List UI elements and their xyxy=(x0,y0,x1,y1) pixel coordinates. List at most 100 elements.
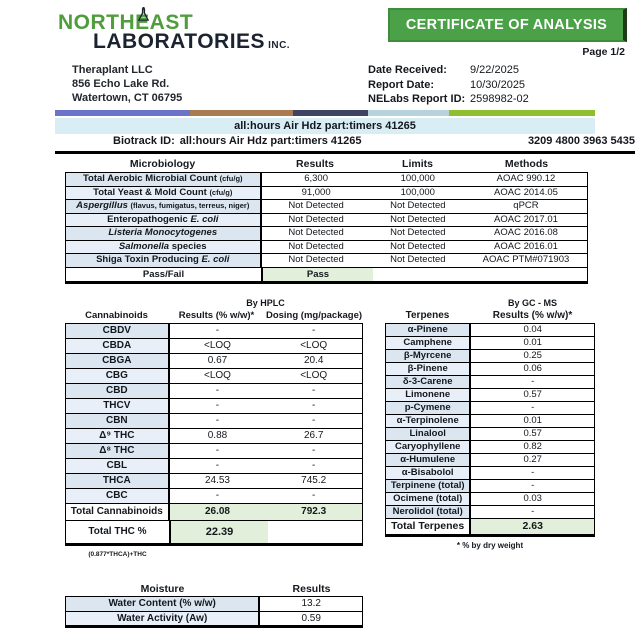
cannabinoid-result: - xyxy=(215,460,220,471)
cannabinoid-result: 0.88 xyxy=(207,430,228,441)
cannabinoid-dosing: <LOQ xyxy=(300,340,328,351)
certificate-of-analysis-banner: CERTIFICATE OF ANALYSIS xyxy=(388,8,627,42)
cannabinoid-name: CBGA xyxy=(66,354,170,368)
cannabinoids-table: By HPLC Cannabinoids Results (% w/w)* Do… xyxy=(65,297,363,558)
microbiology-row: Total Aerobic Microbial Count (cfu/g) 6,3… xyxy=(66,173,587,187)
report-info-value: 9/22/2025 xyxy=(470,64,519,76)
terpene-result: 0.27 xyxy=(523,454,542,465)
total-terpenes-row: Total Terpenes 2.63 xyxy=(386,519,594,534)
terpene-row: β-Myrcene 0.25 xyxy=(386,350,594,363)
logo-line1: NORTHEAST xyxy=(58,7,290,33)
cannabinoid-dosing: - xyxy=(312,385,316,396)
cannabinoid-dosing: - xyxy=(312,490,316,501)
terpene-result: 0.01 xyxy=(523,415,542,426)
certificate-title: CERTIFICATE OF ANALYSIS xyxy=(405,17,608,33)
cannabinoid-row: CBGA 0.67 20.4 xyxy=(66,354,362,369)
cannabinoid-row: CBDV - - xyxy=(66,324,362,339)
microbiology-row: Aspergillus (flavus, fumigatus, terreus,… xyxy=(66,200,587,214)
terpene-row: Limonene 0.57 xyxy=(386,389,594,402)
cannabinoid-name: CBD xyxy=(66,384,170,398)
terpene-result: - xyxy=(531,506,535,517)
col-header-moisture: Moisture xyxy=(140,583,185,595)
microbiology-analyte: Salmonella species xyxy=(66,240,262,253)
microbiology-method: AOAC 2017.01 xyxy=(494,213,558,225)
microbiology-analyte: Total Yeast & Mold Count (cfu/g) xyxy=(66,186,262,199)
terpene-row: α-Terpinolene 0.01 xyxy=(386,415,594,428)
lab-logo: NORTHEAST LABORATORIES INC. xyxy=(58,7,290,57)
cannabinoid-row: CBDA <LOQ <LOQ xyxy=(66,339,362,354)
cannabinoid-result: - xyxy=(215,385,220,396)
terpenes-method-note: By GC - MS xyxy=(507,298,557,308)
client-city: Watertown, CT 06795 xyxy=(72,92,183,104)
terpene-name: α-Bisabolol xyxy=(386,467,472,479)
microbiology-row: Total Yeast & Mold Count (cfu/g) 91,000 10… xyxy=(66,186,587,200)
cannabinoid-result: - xyxy=(215,400,220,411)
report-info-block: Date Received: 9/22/2025 Report Date: 10/30… xyxy=(368,63,529,107)
report-info-label: Date Received: xyxy=(368,64,447,76)
cannabinoid-row: CBG <LOQ <LOQ xyxy=(66,369,362,384)
microbiology-result: Not Detected xyxy=(288,213,344,225)
analyte-name-italic: E. coli xyxy=(201,254,230,265)
microbiology-result: Not Detected xyxy=(288,254,344,265)
cannabinoid-name: THCV xyxy=(66,399,170,413)
pass-fail-label: Pass/Fail xyxy=(66,267,263,281)
terpene-name: Terpinene (total) xyxy=(386,480,472,492)
biotrack-label: Biotrack ID: xyxy=(113,135,175,147)
divider-bar-segment xyxy=(190,110,293,116)
page-number: Page 1/2 xyxy=(582,46,625,58)
pass-fail-row: Pass/Fail Pass xyxy=(66,267,587,281)
moisture-row: Water Activity (Aw) 0.59 xyxy=(66,611,362,625)
microbiology-limit: 100,000 xyxy=(400,186,435,198)
terpene-row: α-Pinene 0.04 xyxy=(386,324,594,337)
col-header-terpenes: Terpenes xyxy=(405,310,450,321)
terpene-result: 0.01 xyxy=(523,337,542,348)
divider-bar-segment xyxy=(292,110,369,116)
divider-bar-segment xyxy=(449,110,595,116)
terpene-name: Linalool xyxy=(386,428,472,440)
col-header-moist-results: Results xyxy=(292,583,331,595)
terpene-row: Camphene 0.01 xyxy=(386,337,594,350)
divider-color-bar xyxy=(55,110,595,116)
logo-line2: LABORATORIES INC. xyxy=(93,31,290,57)
flask-icon xyxy=(137,5,150,26)
cannabinoid-result: <LOQ xyxy=(203,340,231,351)
terpene-name: Camphene xyxy=(386,337,472,349)
terpene-result: - xyxy=(531,467,535,478)
biotrack-value: all:hours Air Hdz part:timers 41265 xyxy=(179,135,362,147)
terpenes-body: α-Pinene 0.04 Camphene 0.01 β-Myrcene 0.25 β-P… xyxy=(385,323,595,537)
terpene-result: 0.03 xyxy=(523,493,542,504)
terpene-row: Terpinene (total) - xyxy=(386,480,594,493)
terpene-name: Nerolidol (total) xyxy=(386,506,472,518)
moisture-result: 0.59 xyxy=(301,612,321,624)
cannabinoid-row: CBL - - xyxy=(66,459,362,474)
moisture-table: Moisture Results Water Content (% w/w) 13… xyxy=(65,582,363,628)
terpene-row: α-Humulene 0.27 xyxy=(386,454,594,467)
terpene-name: Ocimene (total) xyxy=(386,493,472,505)
cannabinoid-name: Δ⁸ THC xyxy=(66,444,170,458)
total-cannabinoids-label: Total Cannabinoids xyxy=(66,504,170,520)
client-name: Theraplant LLC xyxy=(72,64,153,76)
terpene-result: 0.04 xyxy=(523,324,542,335)
terpene-result: 0.82 xyxy=(523,441,542,452)
cannabinoid-name: Δ⁹ THC xyxy=(66,429,170,443)
moisture-header-row: Moisture Results xyxy=(65,582,363,596)
total-thc-value: 22.39 xyxy=(171,521,268,543)
microbiology-method: AOAC 990.12 xyxy=(496,173,556,184)
analyte-note: (cfu/g) xyxy=(209,187,233,197)
terpene-row: Caryophyllene 0.82 xyxy=(386,441,594,454)
terpene-result: 0.25 xyxy=(523,350,542,361)
pass-fail-value: Pass xyxy=(263,267,373,281)
sample-title: all:hours Air Hdz part:timers 41265 xyxy=(55,118,595,134)
cannabinoid-result: 0.67 xyxy=(207,355,228,366)
cannabinoid-name: CBC xyxy=(66,489,170,503)
microbiology-result: Not Detected xyxy=(288,200,344,211)
cannabinoid-dosing: - xyxy=(312,400,316,411)
analyte-name-italic: Aspergillus xyxy=(76,200,131,211)
analyte-name: Total Yeast & Mold Count xyxy=(93,186,210,198)
cannabinoid-name: CBG xyxy=(66,369,170,383)
terpene-result: 0.57 xyxy=(523,389,542,400)
cannabinoid-row: CBN - - xyxy=(66,414,362,429)
terpenes-table: By GC - MS Terpenes Results (% w/w)* α-P… xyxy=(385,297,595,550)
terpene-row: Ocimene (total) 0.03 xyxy=(386,493,594,506)
terpene-name: δ-3-Carene xyxy=(386,376,472,388)
